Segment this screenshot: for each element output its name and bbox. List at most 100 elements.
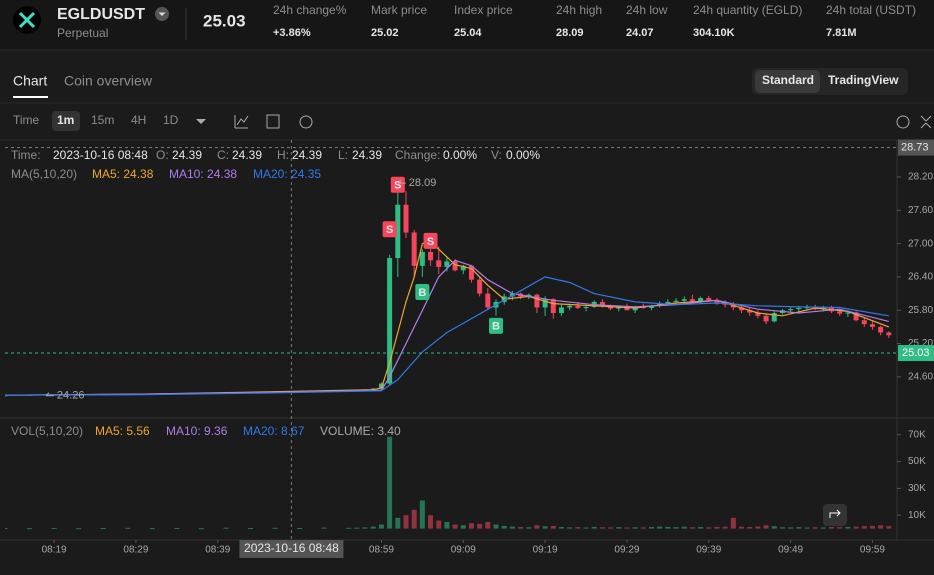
view-option[interactable]: Standard	[762, 73, 814, 87]
view-option[interactable]: TradingView	[828, 73, 899, 87]
candle-body	[861, 320, 867, 325]
volume-bar	[76, 528, 82, 530]
volume-bar	[886, 526, 892, 529]
y-tick-label: 70K	[908, 429, 926, 440]
info-value: 24.39	[352, 148, 382, 162]
logo-mark	[18, 11, 36, 29]
volume-bar	[845, 526, 851, 529]
x-tick-label: 08:29	[123, 545, 148, 556]
more-intervals[interactable]	[196, 119, 206, 124]
contract-type: Perpetual	[57, 26, 108, 40]
x-tick-label: 09:59	[860, 545, 885, 556]
interval[interactable]: 1D	[163, 113, 179, 127]
candle-body	[739, 307, 745, 311]
ma-line	[5, 240, 890, 396]
y-tick-label: 27.60	[908, 205, 933, 216]
volume-bar	[820, 527, 826, 529]
interval[interactable]: Time	[13, 113, 40, 127]
y-tick-label: 10K	[908, 510, 926, 521]
trade-marker-label: B	[418, 287, 426, 299]
stat-value: 25.04	[454, 27, 482, 39]
volume-bar	[657, 526, 663, 529]
candle-body	[387, 258, 393, 384]
candle-body	[411, 232, 417, 266]
candle-body	[755, 312, 761, 316]
y-tick-label: 25.80	[908, 305, 933, 316]
trade-marker	[390, 176, 405, 193]
volume-bar	[174, 527, 180, 529]
trade-marker	[489, 317, 504, 334]
tab[interactable]: Chart	[13, 73, 47, 89]
info-value: 24.39	[232, 148, 262, 162]
candle-body	[558, 307, 564, 314]
candle-body	[763, 315, 769, 322]
interval[interactable]: 15m	[91, 113, 114, 127]
volume-bar	[395, 517, 401, 529]
legend-entry: MA10: 24.38	[169, 167, 237, 181]
stat-label: 24h high	[556, 3, 602, 17]
candle-body	[837, 311, 843, 314]
volume-bar	[599, 527, 605, 529]
candle-body	[706, 298, 712, 301]
settings-icon[interactable]	[266, 114, 280, 129]
volume-bar	[272, 527, 278, 529]
volume-title: VOL(5,10,20)	[11, 424, 83, 438]
volume-bar	[878, 525, 884, 529]
alarm-icon[interactable]	[299, 115, 313, 129]
volume-bar	[665, 526, 671, 529]
trade-marker-label: S	[394, 180, 401, 192]
candle-body	[395, 204, 401, 259]
stat-label: Mark price	[371, 3, 427, 17]
reset-icon[interactable]	[896, 115, 910, 129]
info-value: 0.00%	[506, 148, 540, 162]
legend-entry: MA10: 9.36	[166, 424, 228, 438]
fullscreen-icon[interactable]	[920, 115, 932, 129]
candle-body	[771, 313, 777, 322]
candle-body	[436, 260, 442, 267]
x-tick-label: 08:59	[369, 545, 394, 556]
interval[interactable]: 1m	[57, 113, 74, 127]
candle-body	[477, 279, 483, 294]
candle-body	[624, 307, 630, 311]
candle-body	[444, 261, 450, 267]
candle-body	[526, 294, 532, 297]
price-label: 24.26	[57, 390, 85, 402]
candle-body	[681, 299, 687, 301]
interval-active	[52, 111, 80, 131]
candle-body	[599, 301, 605, 307]
volume-bar	[501, 525, 507, 529]
stat-value: 28.09	[556, 27, 584, 39]
stat-value: 7.81M	[826, 27, 857, 39]
symbol[interactable]: EGLDUSDT	[57, 6, 145, 23]
price-label: 28.09	[409, 177, 437, 189]
candle-body	[485, 293, 491, 308]
candle-body	[648, 305, 654, 309]
legend-entry: MA20: 8.67	[243, 424, 305, 438]
volume-bar	[51, 527, 57, 529]
tab[interactable]: Coin overview	[64, 73, 153, 89]
volume-bar	[477, 523, 483, 529]
x-tick-label: 09:09	[451, 545, 476, 556]
y-tick-label: 28.20	[908, 172, 933, 183]
volume-bar	[829, 526, 835, 529]
interval[interactable]: 4H	[131, 113, 146, 127]
volume-bar	[542, 526, 548, 529]
volume-bar	[387, 436, 393, 529]
volume-bar	[436, 520, 442, 529]
x-tick-label: 08:39	[205, 545, 230, 556]
candle-body	[673, 300, 679, 302]
candle-body	[689, 299, 695, 302]
candle-body	[583, 306, 589, 309]
scroll-to-latest[interactable]	[823, 504, 847, 526]
plot-area: S S S B B 28.09 24.26	[5, 176, 892, 530]
candle-body	[886, 332, 892, 336]
x-tick-label: 09:19	[533, 545, 558, 556]
indicator-icon[interactable]	[234, 115, 249, 129]
volume-bar	[796, 527, 802, 529]
tab-underline	[13, 96, 48, 98]
volume-bar	[771, 526, 777, 529]
x-tick-label: 08:19	[42, 545, 67, 556]
candle-body	[534, 294, 540, 308]
scroll-icon	[829, 509, 841, 518]
